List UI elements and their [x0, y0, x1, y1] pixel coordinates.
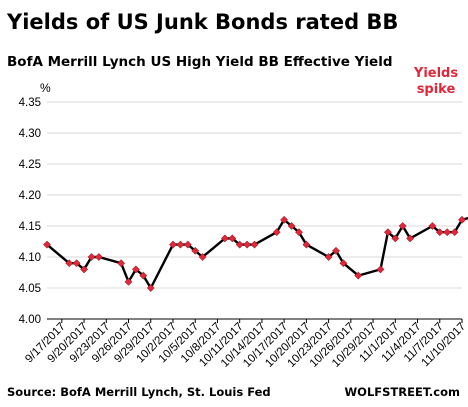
- annotation-line-2: spike: [417, 82, 456, 97]
- data-point: [383, 228, 392, 237]
- data-point: [435, 228, 444, 237]
- data-point: [406, 234, 415, 243]
- data-point: [87, 253, 96, 261]
- y-tick-label: 4.35: [19, 97, 41, 109]
- data-point: [139, 271, 148, 280]
- data-point: [94, 253, 103, 261]
- data-point: [398, 222, 407, 230]
- y-tick-label: 4.00: [19, 314, 41, 326]
- chart-title: Yields of US Junk Bonds rated BB: [6, 10, 398, 34]
- y-tick-label: 4.30: [19, 128, 41, 140]
- data-point: [339, 259, 348, 268]
- data-point: [146, 284, 155, 292]
- data-point: [280, 215, 289, 224]
- data-point: [183, 240, 192, 249]
- data-point: [250, 240, 259, 249]
- data-point: [169, 240, 177, 249]
- data-point: [72, 259, 81, 268]
- gridlines: [47, 101, 462, 289]
- y-axis-ticks: 4.00 4.05 4.10 4.15 4.20 4.25 4.30 4.35: [19, 97, 41, 326]
- y-axis-unit: %: [40, 81, 51, 95]
- series-line: [46, 216, 468, 290]
- y-tick-label: 4.05: [19, 283, 41, 295]
- source-note: Source: BofA Merrill Lynch, St. Louis Fe…: [7, 385, 271, 399]
- data-point: [198, 253, 207, 261]
- data-point: [131, 265, 140, 274]
- data-point: [220, 234, 229, 243]
- data-point: [235, 240, 244, 249]
- data-point: [287, 222, 296, 230]
- data-point: [80, 265, 89, 274]
- data-point: [124, 277, 133, 286]
- data-point: [43, 240, 51, 249]
- x-axis-ticks: 9/17/20179/20/20179/23/20179/26/20179/29…: [23, 319, 468, 370]
- data-point: [354, 271, 363, 280]
- data-point: [295, 228, 303, 237]
- data-point: [332, 246, 340, 255]
- data-point: [302, 240, 311, 249]
- data-point: [443, 228, 452, 237]
- series-yield: [43, 215, 468, 292]
- y-tick-label: 4.15: [19, 221, 41, 233]
- data-point: [428, 222, 437, 230]
- data-point: [228, 234, 237, 243]
- y-tick-label: 4.20: [19, 190, 41, 202]
- y-tick-label: 4.25: [19, 159, 41, 171]
- data-point: [458, 215, 466, 224]
- brand-watermark: WOLFSTREET.com: [344, 385, 460, 399]
- data-point: [191, 246, 200, 255]
- data-point: [391, 234, 400, 243]
- data-point: [272, 228, 281, 237]
- y-tick-label: 4.10: [19, 252, 41, 264]
- data-point: [243, 240, 252, 249]
- data-point: [176, 240, 185, 249]
- data-point: [117, 259, 126, 268]
- data-point: [450, 228, 459, 237]
- data-point: [324, 253, 333, 261]
- data-point: [65, 259, 74, 268]
- chart-subtitle: BofA Merrill Lynch US High Yield BB Effe…: [7, 54, 393, 70]
- data-point: [376, 265, 385, 274]
- annotation-line-1: Yields: [413, 66, 458, 81]
